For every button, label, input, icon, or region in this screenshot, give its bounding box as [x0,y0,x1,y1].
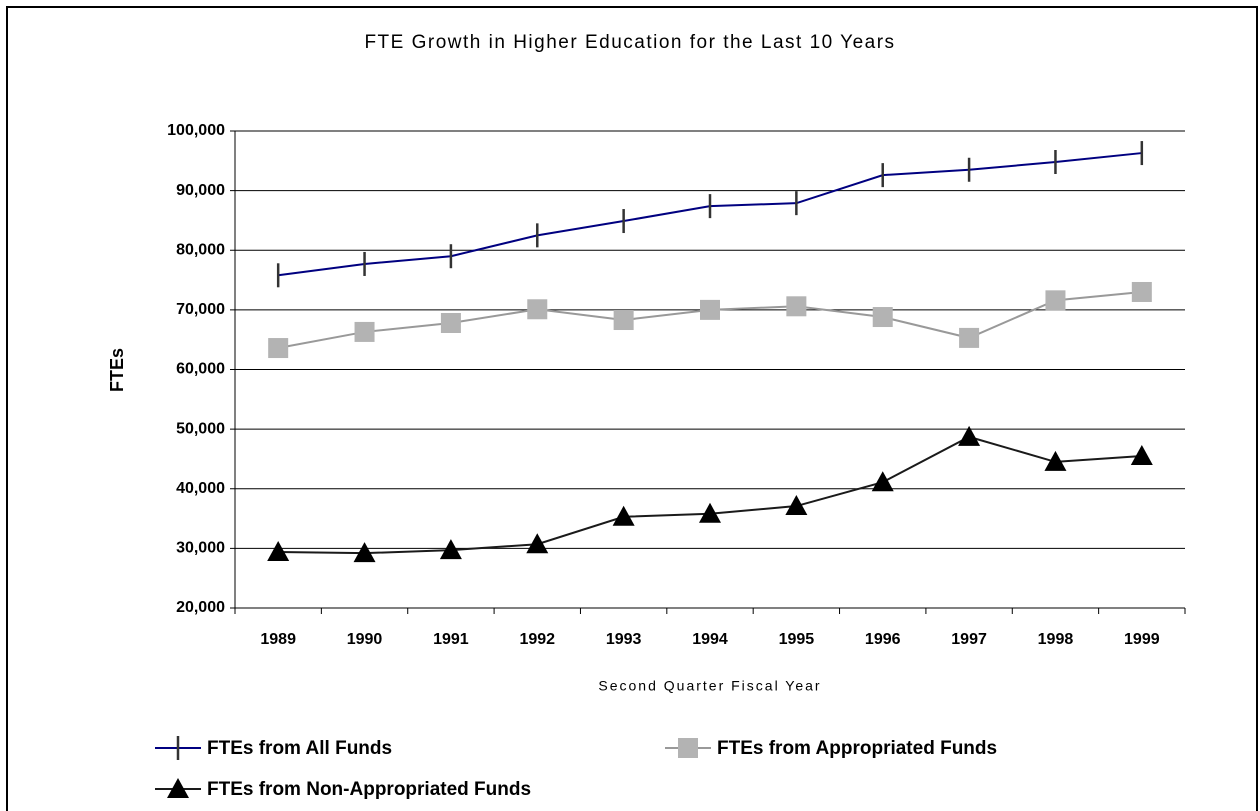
data-point [1044,450,1067,471]
data-point [872,307,893,328]
data-point [353,542,376,563]
x-tick-label: 1990 [347,631,383,648]
legend-marker [678,738,698,758]
y-tick-label: 60,000 [176,361,225,378]
legend-marker [167,778,189,798]
x-tick-label: 1995 [779,631,815,648]
data-point [267,540,290,561]
x-axis-label: Second Quarter Fiscal Year [598,678,821,694]
data-point [1131,281,1152,302]
data-point [268,338,289,359]
data-point [354,321,375,342]
data-point [527,299,548,320]
data-point [612,505,635,526]
data-point [613,310,634,331]
legend-item: FTEs from Non-Appropriated Funds [155,778,531,800]
x-tick-label: 1989 [260,631,296,648]
data-point [1045,290,1066,311]
y-tick-label: 40,000 [176,480,225,497]
y-tick-label: 70,000 [176,301,225,318]
data-point [1130,444,1153,465]
data-point [959,327,980,348]
x-tick-label: 1999 [1124,631,1160,648]
data-point [785,495,808,516]
x-tick-label: 1997 [951,631,987,648]
chart-border [6,6,1258,811]
x-tick-label: 1992 [519,631,555,648]
chart-title: FTE Growth in Higher Education for the L… [364,32,895,53]
legend-label: FTEs from Non-Appropriated Funds [207,779,531,800]
x-tick-label: 1993 [606,631,642,648]
legend-item: FTEs from Appropriated Funds [665,738,997,759]
y-tick-label: 80,000 [176,241,225,258]
data-point [786,296,807,317]
data-point [871,471,894,492]
y-tick-label: 20,000 [176,599,225,616]
legend-label: FTEs from Appropriated Funds [717,738,997,759]
y-tick-label: 50,000 [176,420,225,437]
x-tick-label: 1998 [1038,631,1074,648]
data-point [526,533,549,554]
x-tick-label: 1996 [865,631,901,648]
data-point [440,312,461,333]
x-tick-label: 1994 [692,631,728,648]
data-point [700,299,720,320]
legend-item: FTEs from All Funds [155,736,392,760]
legend-label: FTEs from All Funds [207,738,392,759]
data-point [958,425,981,446]
data-point [439,539,462,560]
y-axis-label: FTEs [107,348,127,392]
data-point [699,502,721,523]
y-tick-label: 90,000 [176,182,225,199]
y-tick-label: 30,000 [176,540,225,557]
x-tick-label: 1991 [433,631,469,648]
y-tick-label: 100,000 [167,122,225,139]
